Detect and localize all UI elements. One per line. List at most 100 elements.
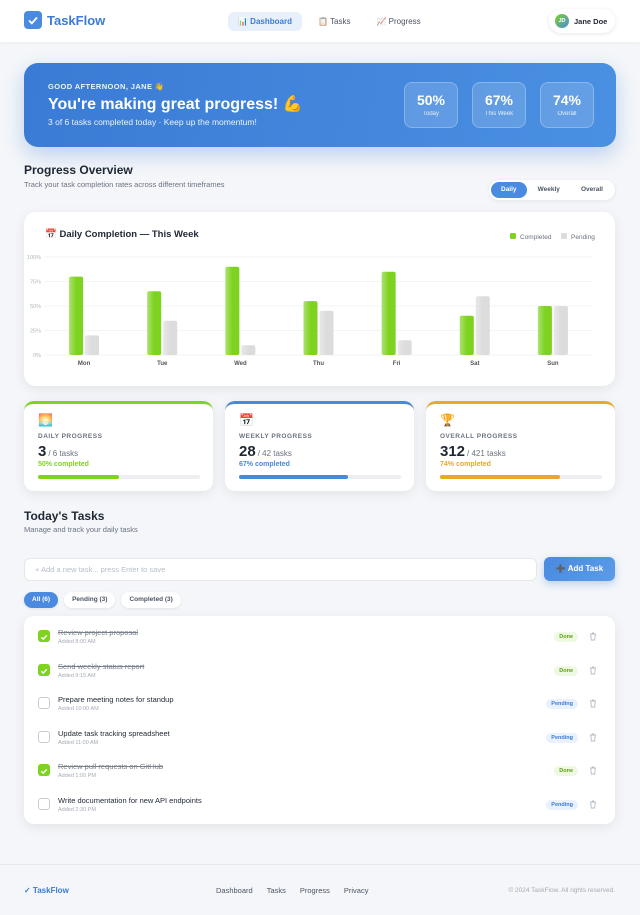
timeframe-tab[interactable]: Overall: [580, 186, 603, 193]
check-mark: [40, 634, 48, 641]
bar-gloss: [147, 291, 162, 355]
nav-link[interactable]: 📈 Progress: [376, 17, 421, 26]
done-count: 3: [38, 443, 47, 460]
footer-link[interactable]: Privacy: [343, 886, 369, 895]
bar-gloss: [381, 271, 396, 355]
card-percent: 67% completed: [239, 461, 290, 468]
card-value: 28/ 42 tasks: [239, 443, 292, 461]
task-status: Done: [554, 766, 578, 776]
footer-logo: ✓ TaskFlow: [24, 886, 69, 895]
hero-stat-value: 67%: [484, 92, 514, 108]
card-label: WEEKLY PROGRESS: [239, 433, 313, 440]
y-tick-label: 75%: [30, 280, 41, 286]
done-count: 28: [239, 443, 256, 460]
user-menu[interactable]: JD Jane Doe: [549, 9, 615, 33]
task-checkbox[interactable]: [38, 630, 50, 642]
hero-stat: 67% This Week: [472, 82, 526, 128]
section-subtitle: Track your task completion rates across …: [24, 180, 225, 189]
task-status: Pending: [546, 799, 578, 810]
bar-gloss: [85, 335, 100, 355]
progress-fill: [38, 475, 119, 479]
task-title: Update task tracking spreadsheet: [58, 728, 170, 738]
section-title: Progress Overview: [24, 163, 133, 177]
nav-link[interactable]: 📋 Tasks: [317, 17, 351, 26]
card-percent: 50% completed: [38, 461, 89, 468]
task-status: Done: [554, 665, 578, 676]
task-row: Review project proposal Added 8:00 AM Done: [24, 620, 615, 654]
progress-card: 🏆 OVERALL PROGRESS 312/ 421 tasks 74% compl…: [426, 401, 615, 491]
task-filters: All (6) Pending (3) Completed (3): [24, 592, 181, 608]
bar-gloss: [69, 276, 84, 355]
task-time: Added 8:00 AM: [58, 639, 96, 645]
chart-title: 📅 Daily Completion — This Week: [45, 228, 199, 240]
x-tick-label: Mon: [78, 361, 91, 367]
delete-button[interactable]: [589, 666, 597, 675]
footer-link[interactable]: Dashboard: [216, 886, 253, 895]
total-count: / 421 tasks: [467, 449, 506, 458]
progress-track: [38, 475, 200, 479]
check-mark: [40, 768, 48, 775]
trash-icon: [590, 766, 596, 775]
task-checkbox[interactable]: [38, 663, 50, 676]
task-row: Update task tracking spreadsheet Added 11…: [24, 721, 615, 755]
progress-card: 📅 WEEKLY PROGRESS 28/ 42 tasks 67% complete…: [225, 401, 414, 491]
task-checkbox[interactable]: [38, 730, 50, 743]
bar-gloss: [537, 306, 552, 355]
card-percent: 74% completed: [440, 461, 491, 468]
delete-button[interactable]: [589, 699, 597, 708]
task-title: Write documentation for new API endpoint…: [58, 795, 202, 805]
bar-gloss: [475, 296, 490, 355]
add-task-button[interactable]: ➕ Add Task: [544, 557, 615, 581]
task-title: Send weekly status report: [58, 661, 145, 671]
progress-track: [440, 475, 602, 479]
task-checkbox[interactable]: [38, 697, 50, 709]
navbar: TaskFlow 📊 Dashboard 📋 Tasks 📈 Progress JD…: [0, 0, 640, 42]
timeframe-tab[interactable]: Weekly: [537, 186, 560, 193]
hero-stat-label: Overall: [557, 111, 577, 117]
filter-pill[interactable]: All (6): [24, 592, 59, 608]
check-icon: [40, 668, 48, 674]
legend-swatch: [561, 233, 567, 239]
bar-gloss: [553, 306, 568, 355]
footer: ✓ TaskFlow Dashboard Tasks Progress Privacy…: [0, 864, 640, 915]
bar-gloss: [241, 345, 256, 355]
task-time: Added 2:30 PM: [58, 806, 96, 813]
footer-link[interactable]: Tasks: [266, 886, 286, 895]
y-tick-label: 50%: [30, 304, 41, 310]
trash-icon: [590, 666, 596, 674]
task-time: Added 10:00 AM: [58, 706, 99, 712]
footer-link[interactable]: Progress: [299, 886, 330, 895]
task-row: Write documentation for new API endpoint…: [24, 788, 615, 822]
hero-title: You're making great progress! 💪: [48, 96, 303, 113]
hero-subtitle: 3 of 6 tasks completed today · Keep up t…: [48, 117, 257, 127]
task-input[interactable]: + Add a new task... press Enter to save: [24, 558, 537, 581]
x-tick-label: Sat: [470, 361, 479, 367]
logo[interactable]: TaskFlow: [47, 13, 106, 28]
hero-stat: 50% Today: [404, 82, 458, 128]
task-time: Added 9:15 AM: [58, 672, 96, 679]
check-icon: [40, 634, 48, 641]
delete-button[interactable]: [589, 632, 597, 641]
timeframe-tab[interactable]: Daily: [491, 182, 527, 198]
delete-button[interactable]: [589, 766, 597, 775]
x-tick-label: Sun: [547, 361, 559, 367]
nav-link[interactable]: 📊 Dashboard: [228, 12, 302, 31]
filter-pill[interactable]: Completed (3): [121, 592, 181, 608]
card-value: 3/ 6 tasks: [38, 443, 78, 461]
filter-pill[interactable]: Pending (3): [64, 592, 116, 608]
task-status: Done: [554, 632, 578, 642]
y-tick-label: 100%: [27, 255, 41, 261]
progress-track: [239, 475, 401, 479]
task-checkbox[interactable]: [38, 797, 50, 810]
task-time: Added 11:00 AM: [58, 739, 99, 746]
delete-button[interactable]: [589, 733, 597, 742]
task-checkbox[interactable]: [38, 764, 50, 776]
hero-stat-label: This Week: [484, 111, 514, 117]
task-title: Prepare meeting notes for standup: [58, 695, 174, 704]
trash-icon: [590, 733, 596, 741]
task-row: Send weekly status report Added 9:15 AM Do…: [24, 654, 615, 688]
delete-button[interactable]: [589, 800, 597, 809]
card-icon: 🏆: [440, 413, 455, 427]
total-count: / 42 tasks: [257, 449, 292, 458]
card-icon: 📅: [239, 413, 254, 427]
